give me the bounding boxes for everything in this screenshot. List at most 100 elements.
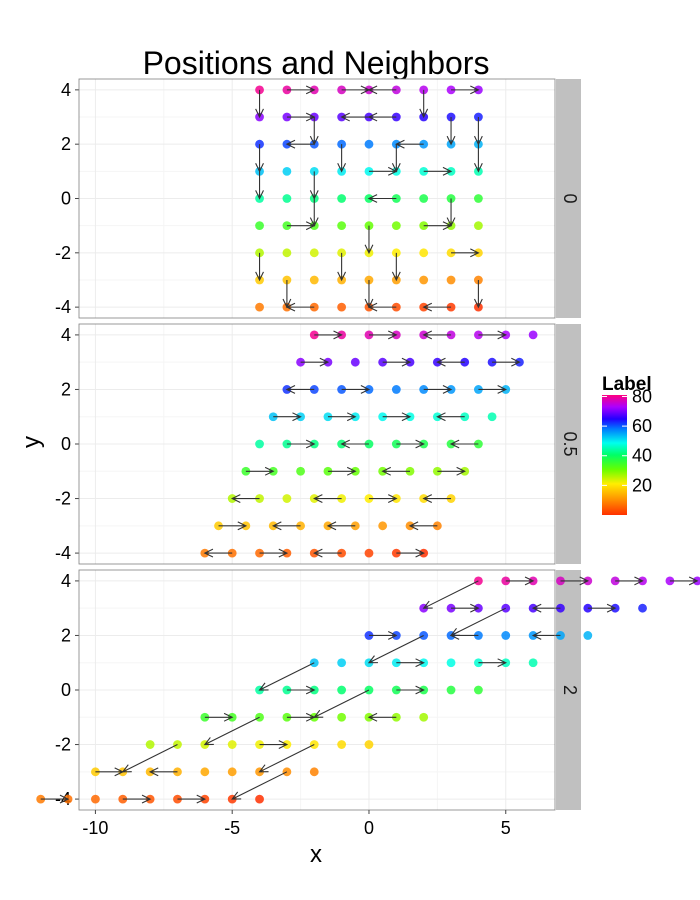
- neighbor-arrow: [449, 631, 479, 640]
- neighbor-arrow: [327, 412, 357, 422]
- legend-title: Label: [602, 374, 652, 395]
- data-point: [528, 658, 538, 668]
- data-point: [583, 603, 593, 613]
- neighbor-arrow: [231, 771, 288, 800]
- neighbor-arrow: [560, 576, 590, 586]
- y-tick-label: 2: [61, 134, 71, 154]
- facet-strip-label: 2: [560, 685, 580, 695]
- neighbor-arrow: [203, 716, 260, 746]
- data-point: [282, 166, 292, 176]
- neighbor-arrow: [368, 631, 398, 640]
- neighbor-arrow: [436, 412, 465, 422]
- y-tick-label: 4: [61, 325, 71, 345]
- neighbor-arrow: [300, 357, 330, 367]
- neighbor-arrow: [451, 248, 480, 258]
- neighbor-arrow: [255, 252, 264, 282]
- neighbor-arrow: [367, 302, 397, 312]
- data-point: [419, 712, 429, 722]
- neighbor-arrow: [381, 466, 411, 476]
- data-point: [282, 767, 292, 777]
- y-tick-label: -4: [55, 297, 71, 317]
- legend-color-bar: [602, 395, 627, 515]
- neighbor-arrow: [423, 221, 453, 231]
- data-point: [173, 740, 182, 749]
- data-point: [255, 439, 264, 449]
- neighbor-arrow: [327, 466, 357, 476]
- neighbor-arrow: [367, 194, 397, 203]
- y-tick-label: -2: [55, 735, 71, 755]
- neighbor-arrow: [436, 357, 465, 367]
- neighbor-arrow: [340, 439, 369, 449]
- neighbor-arrow: [312, 548, 342, 558]
- data-point: [364, 548, 374, 558]
- neighbor-arrow: [40, 794, 70, 804]
- data-point: [474, 194, 483, 203]
- neighbor-arrow: [423, 166, 453, 176]
- neighbor-arrow: [422, 330, 452, 340]
- data-point: [337, 712, 347, 722]
- neighbor-arrow: [314, 330, 343, 340]
- x-tick-label: -5: [224, 818, 240, 838]
- neighbor-arrow: [531, 631, 561, 640]
- x-tick-label: -10: [82, 818, 108, 838]
- data-point: [638, 603, 647, 613]
- legend-tick-label: 40: [632, 446, 652, 466]
- x-tick-label: 0: [364, 818, 374, 838]
- neighbor-arrow: [396, 658, 425, 668]
- neighbor-arrow: [285, 302, 315, 312]
- neighbor-arrow: [422, 494, 452, 503]
- neighbor-arrow: [423, 385, 453, 394]
- facet-panel: 4 2 0 -2 -4 0: [55, 78, 581, 319]
- data-point: [282, 248, 292, 258]
- data-point: [391, 221, 401, 231]
- neighbor-arrow: [203, 548, 233, 558]
- y-tick-label: 2: [61, 625, 71, 645]
- data-point: [200, 767, 210, 777]
- neighbor-arrow: [446, 117, 456, 146]
- neighbor-arrow: [473, 144, 483, 173]
- neighbor-arrow: [367, 85, 397, 95]
- facet-strip: [556, 324, 581, 564]
- color-legend: Label 20 40 60 80: [602, 374, 652, 515]
- neighbor-arrow: [367, 112, 397, 122]
- neighbor-arrow: [492, 357, 521, 367]
- neighbor-arrow: [391, 252, 401, 282]
- x-tick-label: 5: [501, 818, 511, 838]
- facet-strip-label: 0: [560, 193, 580, 203]
- data-point: [474, 685, 483, 695]
- y-tick-label: 0: [61, 434, 71, 454]
- neighbor-arrow: [382, 357, 412, 367]
- neighbor-arrow: [177, 794, 207, 804]
- neighbor-arrow: [451, 85, 480, 95]
- neighbor-arrow: [419, 89, 429, 119]
- facet-panel: 4 2 0 -2 -4 0.5: [55, 323, 581, 565]
- neighbor-arrow: [255, 171, 264, 200]
- neighbor-arrow: [271, 521, 301, 531]
- neighbor-arrow: [273, 412, 302, 422]
- neighbor-arrow: [258, 662, 315, 691]
- data-point: [487, 412, 497, 422]
- data-point: [501, 603, 511, 613]
- x-axis-title: x: [310, 841, 322, 868]
- data-point: [528, 330, 538, 340]
- panel-border: [78, 323, 556, 565]
- data-point: [255, 221, 264, 231]
- y-tick-label: 4: [61, 571, 71, 591]
- data-point: [350, 357, 360, 367]
- neighbor-arrow: [255, 89, 264, 119]
- data-point: [610, 576, 620, 586]
- data-point: [501, 631, 511, 640]
- neighbor-arrow: [258, 744, 315, 773]
- data-point: [255, 794, 264, 804]
- data-point: [583, 631, 593, 640]
- neighbor-arrow: [367, 634, 424, 664]
- neighbor-arrow: [326, 521, 356, 531]
- x-axis: -10 -5 0 5: [82, 810, 511, 838]
- facet-strip: [556, 79, 581, 318]
- y-tick-label: 2: [61, 379, 71, 399]
- data-point: [474, 221, 483, 231]
- data-point: [391, 385, 401, 394]
- data-point: [364, 740, 374, 749]
